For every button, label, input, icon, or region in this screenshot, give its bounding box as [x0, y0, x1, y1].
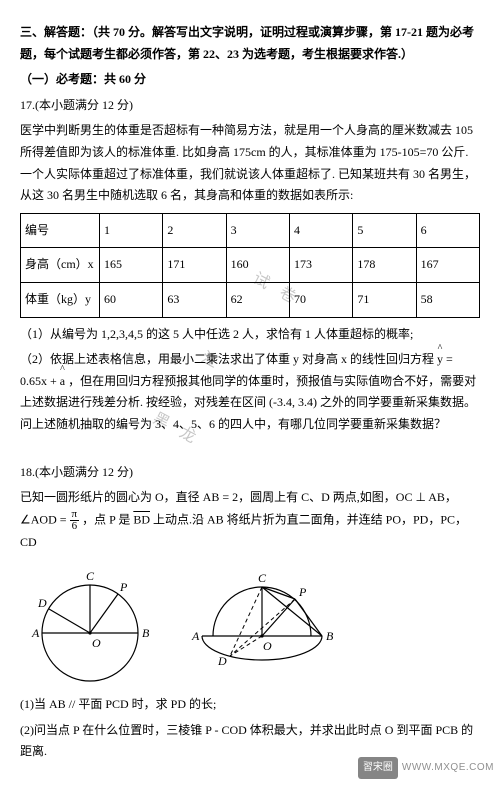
table-row: 编号 1 2 3 4 5 6 [21, 213, 480, 248]
q17-para1: 医学中判断男生的体重是否超标有一种简易方法，就是用一个人身高的厘米数减去 105… [20, 120, 480, 206]
lbl-A: A [31, 626, 40, 640]
cell: 173 [289, 248, 352, 283]
cell: 3 [226, 213, 289, 248]
lbl2-D: D [217, 654, 227, 668]
lbl-O: O [92, 636, 101, 650]
lbl2-P: P [298, 585, 307, 599]
cell: 2 [163, 213, 226, 248]
cell: 71 [353, 282, 416, 317]
lbl-D: D [37, 596, 47, 610]
q17-sub2a: （2）依据上述表格信息，用最小二乘法求出了体重 y 对身高 x 的线性回归方程 [20, 352, 437, 366]
lbl-C: C [86, 569, 95, 583]
figure-left: A B C D P O [20, 563, 170, 688]
q18-para1: 已知一圆形纸片的圆心为 O，直径 AB = 2，圆周上有 C、D 两点,如图，O… [20, 487, 480, 553]
y-hat: y [437, 349, 443, 371]
lbl-P: P [119, 580, 128, 594]
arc-bd: BD [133, 512, 150, 526]
lbl-B: B [142, 626, 150, 640]
q17-title: 17.(本小题满分 12 分) [20, 95, 480, 117]
q18-sub1: (1)当 AB // 平面 PCD 时，求 PD 的长; [20, 694, 480, 716]
cell: 70 [289, 282, 352, 317]
q18-p1b: ，点 P 是 [82, 512, 133, 526]
cell: 6 [416, 213, 479, 248]
q17-sub2b: ，但在用回归方程预报其他同学的体重时，预报值与实际值吻合不好，需要对上述数据进行… [20, 374, 476, 431]
cell: 58 [416, 282, 479, 317]
pi-over-6: π6 [70, 509, 80, 532]
q17-sub2: （2）依据上述表格信息，用最小二乘法求出了体重 y 对身高 x 的线性回归方程 … [20, 349, 480, 435]
cell: 171 [163, 248, 226, 283]
cell: 5 [353, 213, 416, 248]
table-row: 身高（cm）x 165 171 160 173 178 167 [21, 248, 480, 283]
cell: 4 [289, 213, 352, 248]
wm-url: WWW.MXQE.COM [402, 759, 494, 777]
watermark: 習宋圈 WWW.MXQE.COM [358, 757, 494, 779]
figure-right: A B C D P O [180, 563, 370, 688]
section-sub: （一）必考题：共 60 分 [20, 69, 480, 91]
wm-badge: 習宋圈 [358, 757, 398, 779]
q17-table: 编号 1 2 3 4 5 6 身高（cm）x 165 171 160 173 1… [20, 213, 480, 318]
a-hat: a [60, 371, 65, 393]
cell: 167 [416, 248, 479, 283]
section-heading: 三、解答题：（共 70 分。解答写出文字说明，证明过程或演算步骤，第 17-21… [20, 22, 480, 65]
cell: 62 [226, 282, 289, 317]
row-label: 编号 [21, 213, 100, 248]
q17-sub1: （1）从编号为 1,2,3,4,5 的这 5 人中任选 2 人，求恰有 1 人体… [20, 324, 480, 346]
row-label: 体重（kg）y [21, 282, 100, 317]
cell: 160 [226, 248, 289, 283]
lbl2-B: B [326, 629, 334, 643]
cell: 165 [100, 248, 163, 283]
lbl2-O: O [263, 639, 272, 653]
cell: 60 [100, 282, 163, 317]
row-label: 身高（cm）x [21, 248, 100, 283]
figure-row: A B C D P O A B C D P O [20, 563, 480, 688]
cell: 1 [100, 213, 163, 248]
lbl2-A: A [191, 629, 200, 643]
cell: 178 [353, 248, 416, 283]
table-row: 体重（kg）y 60 63 62 70 71 58 [21, 282, 480, 317]
lbl2-C: C [258, 571, 267, 585]
q18-title: 18.(本小题满分 12 分) [20, 462, 480, 484]
cell: 63 [163, 282, 226, 317]
